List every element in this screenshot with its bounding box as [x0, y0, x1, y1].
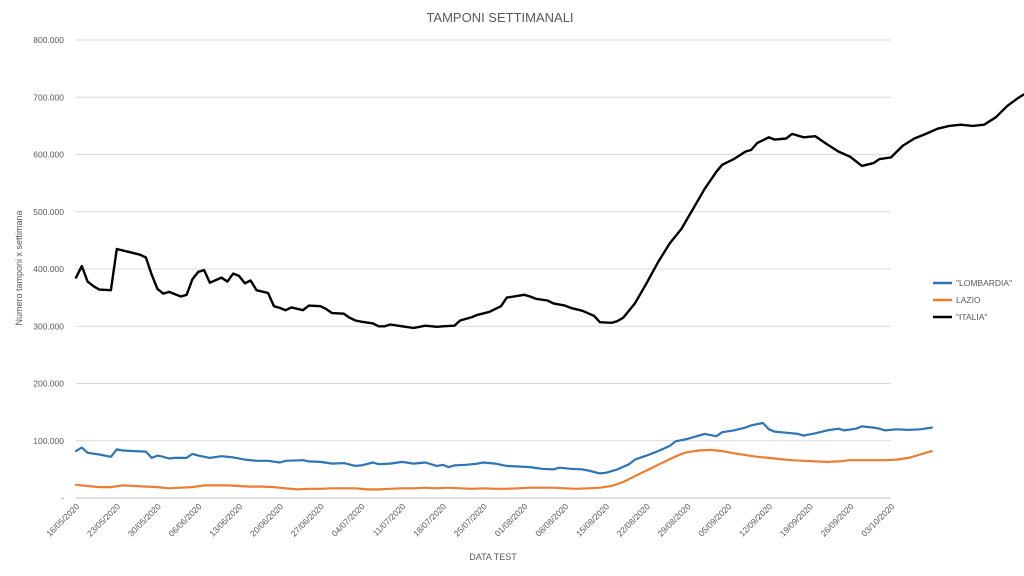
series-line-2 [74, 92, 1024, 330]
gridlines [76, 39, 891, 442]
x-tick-label: 23/05/2020 [85, 501, 122, 538]
y-tick-label: 100.000 [33, 436, 64, 446]
x-tick-label: 29/08/2020 [656, 501, 693, 538]
y-tick-label: 800.000 [33, 35, 64, 45]
x-tick-label: 30/05/2020 [126, 501, 163, 538]
series-line-0 [74, 421, 933, 475]
legend-label-1: LAZIO [956, 295, 981, 305]
x-tick-label: 20/06/2020 [248, 501, 285, 538]
y-tick-label: 300.000 [33, 321, 64, 331]
legend-label-0: "LOMBARDIA" [956, 278, 1012, 288]
x-tick-label: 13/06/2020 [207, 501, 244, 538]
x-axis-ticks: 16/05/2020 23/05/2020 30/05/2020 06/06/2020… [44, 501, 896, 538]
y-tick-label: 500.000 [33, 207, 64, 217]
x-tick-label: 05/09/2020 [696, 501, 733, 538]
y-tick-label: - [61, 493, 64, 503]
x-tick-label: 12/09/2020 [737, 501, 774, 538]
x-tick-label: 06/06/2020 [167, 501, 204, 538]
series-lines [74, 92, 1024, 491]
x-tick-label: 11/07/2020 [371, 501, 408, 538]
x-tick-label: 04/07/2020 [330, 501, 367, 538]
x-tick-label: 16/05/2020 [44, 501, 81, 538]
x-tick-label: 03/10/2020 [859, 501, 896, 538]
x-tick-label: 01/08/2020 [493, 501, 530, 538]
legend-label-2: "ITALIA" [956, 312, 987, 322]
x-tick-label: 19/09/2020 [778, 501, 815, 538]
x-tick-label: 15/08/2020 [574, 501, 611, 538]
y-tick-label: 600.000 [33, 150, 64, 160]
series-line-1 [74, 448, 933, 491]
x-tick-label: 25/07/2020 [452, 501, 489, 538]
y-tick-label: 200.000 [33, 379, 64, 389]
x-tick-label: 08/08/2020 [533, 501, 570, 538]
legend: "LOMBARDIA" LAZIO "ITALIA" [933, 278, 1012, 322]
x-tick-label: 18/07/2020 [411, 501, 448, 538]
y-tick-label: 700.000 [33, 92, 64, 102]
x-tick-label: 27/06/2020 [289, 501, 326, 538]
chart-title: TAMPONI SETTIMANALI [426, 10, 573, 25]
x-tick-label: 26/09/2020 [819, 501, 856, 538]
x-axis-title: DATA TEST [469, 552, 517, 562]
x-tick-label: 22/08/2020 [615, 501, 652, 538]
y-axis-ticks: - 100.000 200.000 300.000 400.000 500.000 600.… [33, 35, 64, 503]
y-axis-title: Numero tamponi x settimana [14, 210, 24, 325]
y-tick-label: 400.000 [33, 264, 64, 274]
